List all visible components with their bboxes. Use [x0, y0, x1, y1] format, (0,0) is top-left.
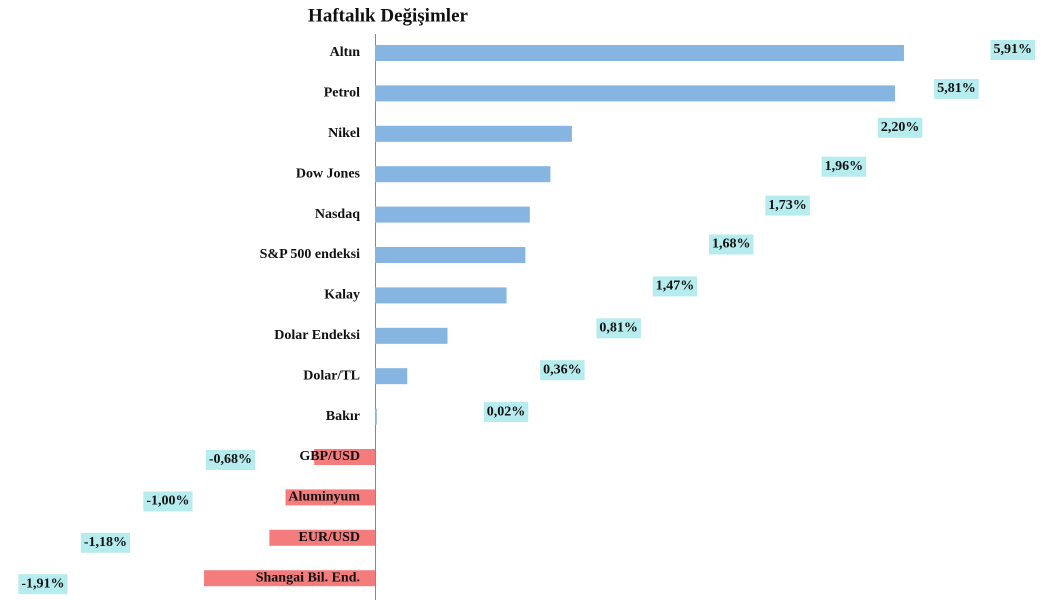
value-label-bg	[934, 78, 979, 99]
category-label: Dolar Endeksi	[274, 328, 360, 343]
value-label-bg	[765, 195, 810, 216]
category-label: Nasdaq	[315, 207, 360, 222]
bar	[375, 368, 408, 385]
bar	[375, 85, 895, 102]
bar	[375, 287, 507, 304]
category-label: S&P 500 endeksi	[260, 247, 360, 262]
bar	[375, 247, 526, 263]
category-label: Kalay	[324, 288, 360, 303]
bar	[204, 570, 375, 587]
value-label: 1,47%	[656, 279, 695, 294]
bar	[375, 206, 530, 223]
bar	[375, 125, 572, 142]
value-label: 1,73%	[768, 198, 807, 213]
value-label-bg	[205, 450, 255, 470]
value-label-bg	[540, 360, 585, 381]
bar	[269, 529, 375, 546]
category-label: Dow Jones	[296, 166, 361, 181]
chart-title: Haftalık Değişimler	[308, 5, 468, 26]
value-label: 5,91%	[994, 42, 1033, 57]
value-label-bg	[652, 276, 698, 297]
category-label: Dolar/TL	[303, 368, 360, 383]
value-label: 2,20%	[881, 120, 920, 135]
value-label: 1,96%	[825, 159, 864, 174]
value-label-bg	[483, 402, 529, 423]
bar	[285, 489, 375, 506]
value-label-bg	[821, 156, 867, 177]
value-label: 0,81%	[599, 321, 638, 336]
bar	[314, 449, 375, 465]
bar	[375, 45, 904, 61]
category-label: Bakır	[326, 409, 360, 424]
value-label-bg	[990, 40, 1035, 60]
value-label-bg	[877, 117, 923, 138]
value-label: 0,02%	[487, 404, 526, 419]
value-label-bg	[80, 532, 130, 553]
value-label: -0,68%	[209, 452, 252, 467]
category-label: Altın	[330, 45, 361, 60]
value-label: 5,81%	[937, 81, 976, 96]
category-label: GBP/USD	[299, 449, 360, 464]
value-label: -1,91%	[21, 576, 64, 591]
category-label: Petrol	[324, 86, 360, 101]
category-label: EUR/USD	[299, 530, 360, 545]
value-label-bg	[709, 234, 754, 255]
value-label-bg	[596, 318, 641, 339]
category-label: Shangai Bil. End.	[256, 570, 360, 585]
value-label: -1,00%	[146, 494, 189, 509]
value-label-bg	[18, 574, 68, 595]
value-label: 0,36%	[543, 362, 582, 377]
value-label: 1,68%	[712, 237, 751, 252]
category-label: Aluminyum	[288, 490, 360, 505]
bar	[375, 327, 448, 344]
category-label: Nikel	[328, 126, 360, 141]
bar	[375, 408, 377, 425]
value-label-bg	[143, 491, 193, 512]
value-label: -1,18%	[84, 535, 127, 550]
bar	[375, 166, 551, 183]
